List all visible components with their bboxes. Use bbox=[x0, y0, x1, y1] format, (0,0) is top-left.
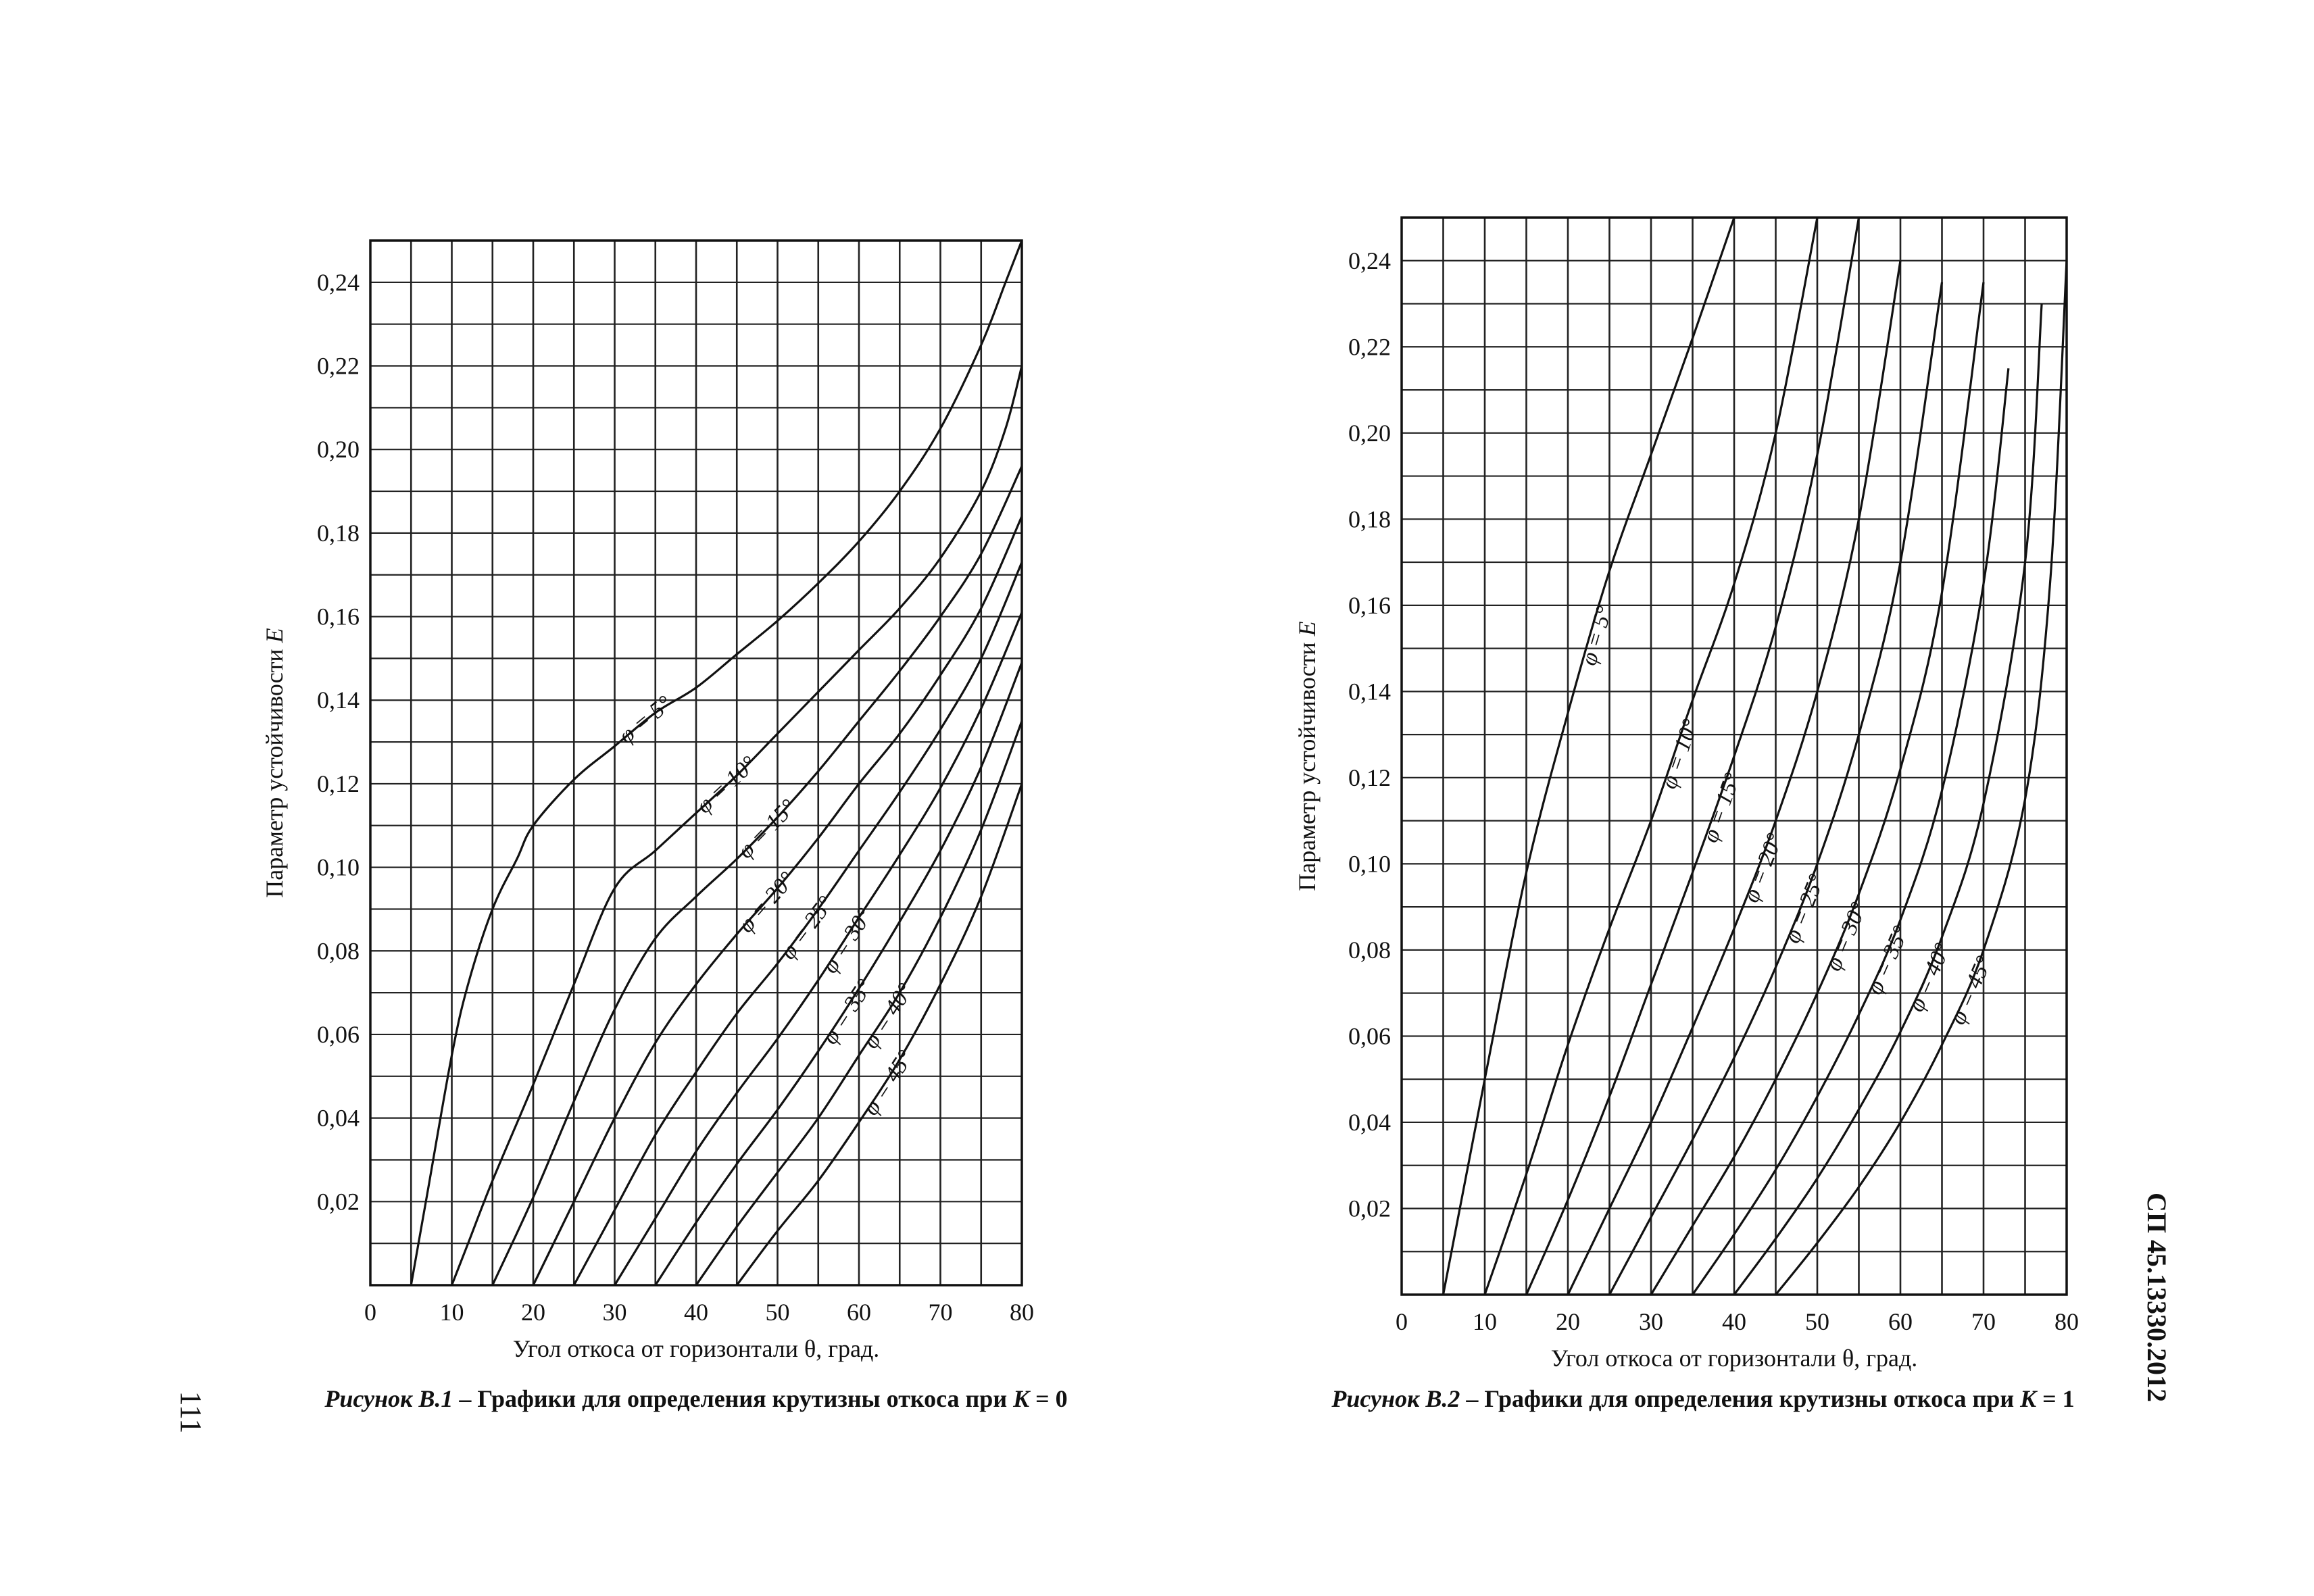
series-line bbox=[1567, 260, 1902, 1295]
series-line bbox=[1608, 282, 1944, 1295]
y-tick-label: 0,16 bbox=[317, 603, 360, 630]
y-tick-label: 0,04 bbox=[1348, 1109, 1391, 1136]
x-tick-label: 80 bbox=[2054, 1308, 2079, 1335]
series-label: φ = 45° bbox=[858, 1046, 918, 1120]
x-tick-label: 40 bbox=[684, 1299, 708, 1326]
series-label: φ = 10° bbox=[691, 751, 762, 819]
series-label: φ = 15° bbox=[1698, 770, 1746, 846]
series-line bbox=[1650, 282, 1985, 1295]
chart-curves: φ = 5° φ = 10°φ = 15°φ = 20°φ = 25°φ = 30… bbox=[1442, 217, 2068, 1296]
x-tick-label: 20 bbox=[1556, 1308, 1580, 1335]
y-tick-label: 0,04 bbox=[317, 1105, 360, 1132]
series-label: φ = 5° bbox=[1576, 603, 1617, 669]
x-tick-label: 10 bbox=[440, 1299, 464, 1326]
x-tick-label: 60 bbox=[1888, 1308, 1913, 1335]
y-tick-label: 0,10 bbox=[317, 854, 360, 881]
chart-grid bbox=[1400, 216, 2068, 1296]
series-line bbox=[1525, 217, 1861, 1295]
series-line bbox=[654, 662, 1023, 1286]
series-label: φ = 45° bbox=[1945, 952, 1997, 1028]
y-tick-label: 0,18 bbox=[1348, 505, 1391, 532]
chart-figure-b2: 0 10 20 30 40 50 60 70 80 0,02 0,04 0,06 0,08 0,10 0,1… bbox=[1294, 216, 2079, 1412]
y-tick-label: 0,16 bbox=[1348, 592, 1391, 619]
y-tick-label: 0,06 bbox=[317, 1021, 360, 1048]
y-tick-label: 0,06 bbox=[1348, 1022, 1391, 1049]
y-tick-label: 0,14 bbox=[317, 687, 360, 714]
series-line bbox=[1733, 303, 2043, 1295]
y-tick-label: 0,08 bbox=[317, 937, 360, 964]
x-tick-label: 30 bbox=[603, 1299, 627, 1326]
x-tick-label: 40 bbox=[1722, 1308, 1746, 1335]
chart-curves: φ = 5°φ = 10°φ = 15°φ = 20°φ = 25°φ = 30… bbox=[410, 240, 1023, 1286]
series-label: φ = 20° bbox=[1739, 830, 1788, 906]
x-tick-label: 50 bbox=[1805, 1308, 1829, 1335]
x-tick-label: 70 bbox=[929, 1299, 953, 1326]
series-line bbox=[491, 466, 1023, 1286]
series-label: φ = 25° bbox=[1780, 870, 1830, 947]
series-line bbox=[1775, 260, 2068, 1296]
y-axis-label: Параметр устойчивости E bbox=[261, 628, 288, 897]
y-axis-label: Параметр устойчивости E bbox=[1294, 621, 1321, 891]
y-tick-label: 0,18 bbox=[317, 520, 360, 547]
x-tick-label: 80 bbox=[1010, 1299, 1034, 1326]
y-tick-label: 0,12 bbox=[1348, 764, 1391, 791]
y-tick-label: 0,22 bbox=[1348, 333, 1391, 360]
series-label: φ = 20° bbox=[733, 867, 799, 937]
x-tick-label: 30 bbox=[1639, 1308, 1663, 1335]
y-tick-label: 0,24 bbox=[317, 269, 360, 296]
series-label: φ = 10° bbox=[1656, 716, 1704, 792]
y-tick-label: 0,14 bbox=[1348, 678, 1391, 705]
y-tick-label: 0,02 bbox=[1348, 1195, 1391, 1222]
series-label: φ = 35° bbox=[1862, 922, 1914, 999]
x-axis-label: Угол откоса от горизонтали θ, град. bbox=[1551, 1345, 1918, 1372]
series-label: φ = 40° bbox=[1904, 939, 1956, 1016]
series-line bbox=[614, 612, 1023, 1286]
series-line bbox=[1442, 217, 1736, 1295]
x-tick-label: 50 bbox=[766, 1299, 790, 1326]
x-axis-label: Угол откоса от горизонтали θ, град. bbox=[513, 1335, 880, 1362]
series-line bbox=[410, 240, 1023, 1286]
x-tick-label: 0 bbox=[364, 1299, 376, 1326]
series-label: φ = 15° bbox=[733, 795, 801, 864]
standard-code: СП 45.13330.2012 bbox=[2142, 1193, 2172, 1402]
y-tick-label: 0,24 bbox=[1348, 247, 1391, 274]
x-tick-label: 10 bbox=[1473, 1308, 1497, 1335]
y-tick-label: 0,10 bbox=[1348, 850, 1391, 877]
chart-grid bbox=[369, 239, 1023, 1287]
series-line bbox=[451, 366, 1023, 1286]
page-number: 111 bbox=[174, 1391, 207, 1434]
figure-caption: Рисунок В.2 – Графики для определения кр… bbox=[1331, 1385, 2074, 1412]
series-line bbox=[532, 516, 1023, 1286]
x-tick-label: 70 bbox=[1971, 1308, 1996, 1335]
series-line bbox=[735, 783, 1023, 1286]
y-tick-label: 0,22 bbox=[317, 353, 360, 380]
series-line bbox=[1483, 217, 1819, 1295]
y-tick-label: 0,12 bbox=[317, 770, 360, 797]
series-label: φ = 30° bbox=[1821, 899, 1871, 975]
series-line bbox=[695, 720, 1023, 1286]
x-tick-label: 60 bbox=[847, 1299, 871, 1326]
y-tick-label: 0,20 bbox=[1348, 420, 1391, 447]
y-tick-label: 0,20 bbox=[317, 436, 360, 463]
y-tick-label: 0,08 bbox=[1348, 937, 1391, 964]
series-line bbox=[572, 562, 1023, 1286]
x-tick-label: 0 bbox=[1396, 1308, 1408, 1335]
figure-caption: Рисунок В.1 – Графики для определения кр… bbox=[324, 1385, 1067, 1412]
y-tick-label: 0,02 bbox=[317, 1188, 360, 1215]
series-line bbox=[1692, 368, 2010, 1295]
chart-figure-b1: 0 10 20 30 40 50 60 70 80 0,02 0,04 0,06 0,08 0,10 0,1… bbox=[261, 239, 1068, 1412]
x-tick-label: 20 bbox=[521, 1299, 545, 1326]
